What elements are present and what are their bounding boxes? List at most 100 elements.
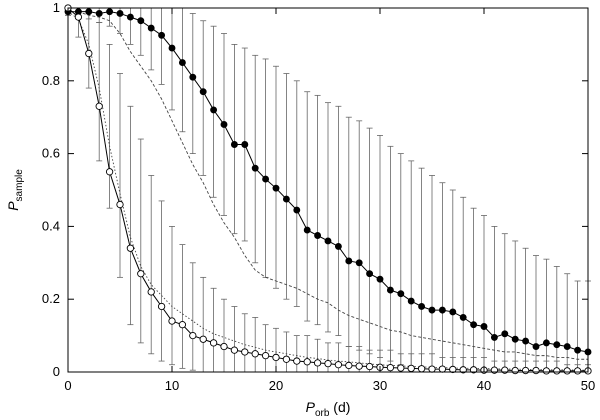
data-point-0 (334, 242, 342, 250)
data-point-3 (126, 244, 135, 252)
data-point-0 (95, 10, 103, 17)
data-point-3 (241, 348, 249, 356)
data-point-3 (199, 335, 207, 343)
data-point-0 (272, 184, 280, 192)
data-point-3 (407, 364, 415, 373)
y-axis-label: Psample (5, 169, 25, 211)
data-point-3 (168, 317, 176, 325)
data-point-3 (293, 357, 301, 365)
data-point-3 (449, 365, 457, 374)
data-point-3 (511, 366, 519, 375)
data-point-0 (376, 275, 384, 283)
data-point-0 (532, 343, 540, 350)
data-point-3 (303, 358, 311, 366)
data-point-0 (397, 290, 405, 298)
data-point-3 (230, 346, 239, 354)
data-point-3 (365, 362, 374, 371)
markers-layer (64, 4, 592, 375)
data-point-3 (469, 366, 478, 374)
data-point-0 (522, 337, 530, 345)
x-tick-label: 20 (269, 378, 283, 393)
data-point-0 (106, 8, 114, 16)
x-tick-label: 0 (64, 378, 71, 393)
x-axis-label: Porb (d) (306, 399, 351, 419)
data-point-0 (459, 313, 467, 321)
data-point-3 (116, 200, 124, 209)
y-tick-label: 1 (53, 0, 60, 15)
data-point-0 (553, 341, 561, 349)
data-point-0 (303, 226, 311, 234)
data-point-0 (314, 232, 322, 239)
data-point-0 (470, 321, 478, 329)
data-point-0 (189, 73, 197, 81)
data-point-0 (251, 164, 259, 172)
data-point-3 (438, 365, 447, 373)
data-point-0 (85, 8, 93, 16)
data-point-0 (574, 346, 582, 354)
data-point-3 (137, 270, 145, 278)
data-point-3 (386, 363, 395, 372)
data-point-0 (345, 257, 353, 265)
data-point-0 (199, 88, 207, 96)
y-axis-label-sub: sample (14, 169, 25, 202)
data-point-0 (511, 335, 519, 343)
data-point-0 (542, 339, 550, 347)
plot-frame (67, 7, 589, 373)
data-point-3 (189, 331, 197, 340)
data-point-0 (137, 17, 145, 25)
data-point-0 (147, 24, 155, 32)
x-axis-label-main: P (306, 399, 316, 415)
y-tick-label: 0.4 (42, 218, 60, 233)
data-point-3 (532, 366, 540, 375)
data-point-0 (501, 330, 509, 338)
data-point-0 (293, 206, 301, 214)
data-point-0 (418, 303, 426, 310)
x-tick-label: 30 (373, 378, 387, 393)
data-point-0 (366, 270, 374, 278)
x-tick-label: 10 (165, 378, 179, 393)
data-point-3 (563, 367, 571, 375)
series-line-1 (68, 11, 588, 360)
data-point-3 (220, 342, 228, 351)
data-point-3 (428, 365, 436, 373)
data-point-0 (210, 106, 218, 114)
data-point-0 (178, 59, 186, 67)
data-point-3 (74, 13, 83, 21)
data-point-3 (345, 361, 353, 370)
data-point-3 (272, 353, 280, 362)
data-point-0 (449, 308, 457, 316)
y-tick-label: 0.2 (42, 291, 60, 306)
data-point-3 (573, 367, 582, 375)
data-point-3 (334, 361, 343, 369)
data-point-0 (282, 195, 290, 203)
data-point-3 (521, 366, 530, 375)
x-axis-label-suffix: (d) (329, 399, 350, 415)
data-point-3 (282, 355, 291, 363)
y-tick-label: 0.8 (42, 73, 60, 88)
data-point-0 (116, 10, 124, 17)
data-point-3 (209, 339, 218, 347)
data-point-3 (313, 359, 322, 367)
error-bars-layer (65, 7, 591, 373)
y-tick-label: 0.6 (42, 146, 60, 161)
x-axis-label-sub: orb (315, 408, 330, 419)
x-tick-label: 40 (477, 378, 491, 393)
data-point-3 (85, 49, 93, 58)
data-point-0 (480, 323, 488, 330)
data-point-3 (261, 351, 270, 360)
data-point-3 (417, 365, 426, 373)
data-point-0 (324, 237, 332, 245)
data-point-3 (95, 102, 103, 110)
y-axis-label-main: P (5, 201, 21, 211)
data-point-3 (355, 362, 363, 370)
data-point-0 (126, 13, 134, 21)
data-point-0 (220, 121, 228, 128)
data-point-3 (157, 302, 166, 311)
data-point-3 (459, 366, 467, 374)
data-point-3 (105, 168, 114, 176)
axes-layer: 0 10 20 30 40 50 0 0.2 0.4 0.6 0.8 1 (42, 0, 595, 393)
data-point-0 (241, 141, 249, 148)
data-point-3 (324, 359, 332, 368)
data-point-0 (563, 343, 571, 350)
